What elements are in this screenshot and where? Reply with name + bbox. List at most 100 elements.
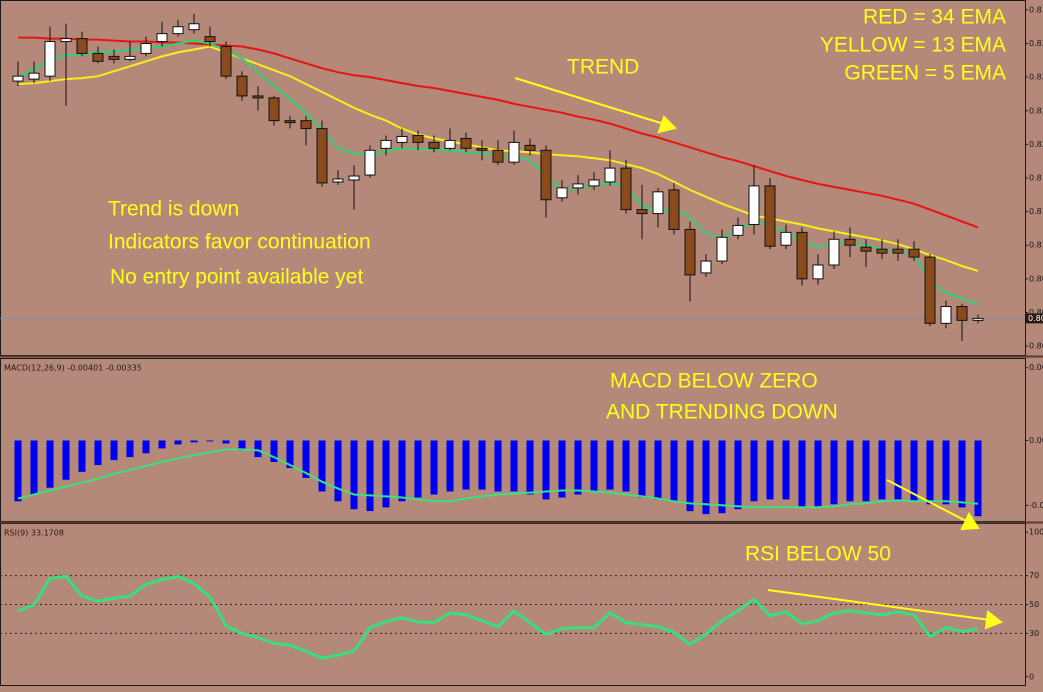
- candle-body: [556, 187, 568, 199]
- candle-body: [44, 41, 56, 77]
- trend-arrow: [514, 77, 665, 125]
- macd-bar: [142, 440, 150, 454]
- macd-bar: [254, 440, 262, 458]
- macd-bar: [430, 440, 438, 495]
- candle-body: [204, 36, 216, 43]
- macd-bar: [30, 440, 38, 495]
- macd-bar: [590, 440, 598, 492]
- macd-bar: [14, 440, 22, 502]
- macd-bar: [766, 440, 774, 500]
- candle-body: [220, 45, 232, 77]
- y-tick-label: 0: [1029, 672, 1034, 681]
- macd-bar: [206, 440, 214, 442]
- annotation: AND TRENDING DOWN: [606, 401, 838, 424]
- candle-body: [108, 55, 120, 60]
- candle-body: [444, 139, 456, 149]
- macd-bar: [94, 440, 102, 466]
- macd-bar: [558, 440, 566, 498]
- candle-body: [428, 141, 440, 149]
- candle-body: [924, 256, 936, 324]
- macd-bar: [574, 440, 582, 495]
- y-tick-label: -0.00343: [1029, 501, 1043, 510]
- macd-bar: [542, 440, 550, 500]
- indicator-label: RSI(9) 33.1708: [4, 529, 64, 538]
- y-tick-label: 30: [1029, 629, 1039, 638]
- macd-bar: [718, 440, 726, 514]
- candle-body: [300, 120, 312, 130]
- macd-bar: [270, 440, 278, 463]
- candle-body: [588, 179, 600, 187]
- candle-body: [732, 224, 744, 236]
- candle-body: [380, 139, 392, 149]
- signal-line: [17, 448, 979, 509]
- candle-body: [412, 134, 424, 143]
- candle-body: [492, 149, 504, 163]
- macd-bar: [974, 440, 982, 517]
- macd-bar: [654, 440, 662, 500]
- y-tick-label: 0.808: [1029, 274, 1043, 283]
- candle-body: [140, 43, 152, 54]
- macd-bar: [670, 440, 678, 502]
- candle-body: [332, 178, 344, 183]
- macd-bar: [814, 440, 822, 508]
- candle-body: [92, 52, 104, 62]
- macd-bar: [910, 440, 918, 502]
- macd-bar: [638, 440, 646, 498]
- y-tick-label: 100: [1029, 528, 1043, 537]
- candle-body: [172, 26, 184, 35]
- macd-bar: [302, 440, 310, 478]
- macd-bar: [510, 440, 518, 492]
- y-tick-label: 0.8182: [1029, 173, 1043, 182]
- candle-body: [892, 248, 904, 254]
- y-tick-label: 0.8148: [1029, 207, 1043, 216]
- macd-bar: [526, 440, 534, 495]
- candle-body: [812, 264, 824, 280]
- annotation: No entry point available yet: [110, 266, 363, 289]
- indicator-label: MACD(12,26,9) -0.00401 -0.00335: [4, 364, 142, 373]
- candle-body: [268, 97, 280, 122]
- macd-bar: [446, 440, 454, 492]
- candle-body: [76, 38, 88, 54]
- macd-bar: [846, 440, 854, 502]
- macd-bar: [622, 440, 630, 492]
- macd-arrowhead: [960, 511, 980, 531]
- macd-bar: [46, 440, 54, 488]
- macd-bar: [734, 440, 742, 510]
- y-tick-label: 0.8046: [1029, 308, 1043, 317]
- macd-bar: [414, 440, 422, 498]
- macd-bar: [702, 440, 710, 515]
- macd-bar: [158, 440, 166, 449]
- candle-body: [316, 128, 328, 184]
- rsi-line: [17, 575, 979, 660]
- candle-body: [508, 141, 520, 163]
- candle-body: [668, 189, 680, 230]
- annotation: Trend is down: [108, 198, 239, 221]
- macd-bar: [686, 440, 694, 512]
- y-tick-label: 0.00385: [1029, 363, 1043, 372]
- macd-bar: [222, 440, 230, 444]
- legend-entry: GREEN = 5 EMA: [844, 62, 1006, 85]
- macd-bar: [958, 440, 966, 508]
- macd-arrow: [886, 479, 969, 523]
- candle-body: [796, 231, 808, 280]
- annotation: TREND: [567, 56, 639, 79]
- macd-bar: [926, 440, 934, 505]
- candle-body: [636, 209, 648, 215]
- candle-body: [540, 149, 552, 201]
- candle-body: [188, 23, 200, 31]
- last-price-box: [1026, 313, 1043, 324]
- macd-bar: [798, 440, 806, 508]
- y-tick-label: 0.8352: [1029, 5, 1043, 14]
- candle-body: [12, 75, 24, 82]
- trend-arrowhead: [657, 115, 677, 134]
- y-tick-label: 0.825: [1029, 106, 1043, 115]
- macd-bar: [942, 440, 950, 505]
- y-tick-label: 50: [1029, 600, 1039, 609]
- macd-bar: [174, 440, 182, 445]
- y-tick-label: 0.8284: [1029, 73, 1043, 82]
- candle-body: [908, 248, 920, 258]
- y-tick-label: 0.8216: [1029, 140, 1043, 149]
- rsi-arrow: [767, 589, 991, 621]
- macd-bar: [878, 440, 886, 500]
